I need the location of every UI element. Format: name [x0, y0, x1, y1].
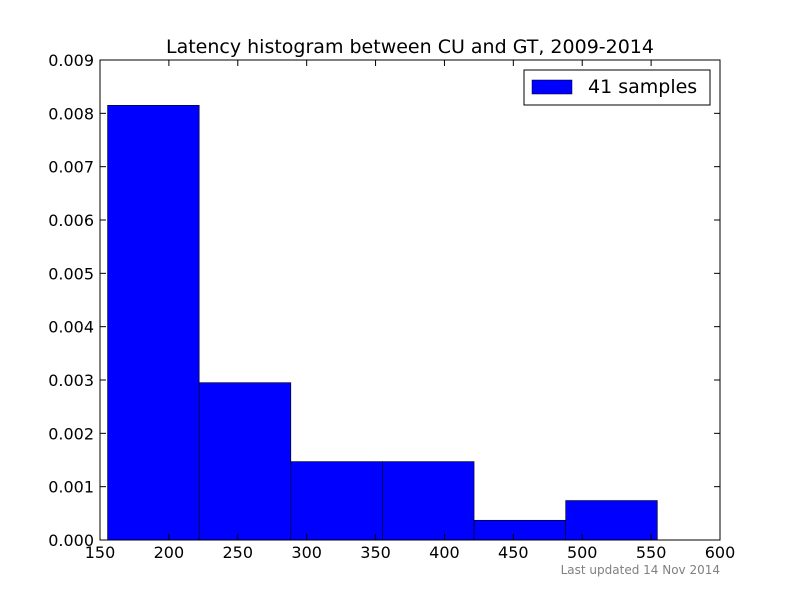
y-tick-label: 0.008	[48, 104, 94, 123]
x-tick-label: 350	[360, 543, 391, 562]
y-tick-label: 0.005	[48, 264, 94, 283]
y-tick-label: 0.000	[48, 531, 94, 550]
chart-title: Latency histogram between CU and GT, 200…	[166, 36, 654, 58]
legend-label: 41 samples	[588, 76, 697, 98]
last-updated-note: Last updated 14 Nov 2014	[561, 563, 720, 577]
y-tick-label: 0.009	[48, 51, 94, 70]
legend-swatch	[531, 79, 573, 95]
y-tick-label: 0.007	[48, 158, 94, 177]
x-tick-label: 300	[291, 543, 322, 562]
x-tick-label: 150	[85, 543, 116, 562]
x-tick-label: 450	[498, 543, 529, 562]
histogram-bar-2	[198, 382, 292, 541]
histogram-bar-4	[382, 461, 475, 541]
legend: 41 samples	[523, 69, 711, 106]
y-tick-label: 0.001	[48, 478, 94, 497]
bars-group	[107, 105, 658, 541]
x-tick-label: 550	[636, 543, 667, 562]
histogram-bar-1	[107, 105, 200, 541]
x-tick-label: 400	[429, 543, 460, 562]
y-axis: 0.000 0.001 0.002 0.003 0.004 0.005 0.006 0.007…	[48, 51, 720, 550]
x-tick-label: 250	[223, 543, 254, 562]
y-tick-label: 0.006	[48, 211, 94, 230]
y-tick-label: 0.002	[48, 424, 94, 443]
plot-frame	[99, 59, 721, 541]
y-tick-label: 0.003	[48, 371, 94, 390]
histogram-bar-3	[290, 461, 383, 541]
x-tick-label: 600	[705, 543, 736, 562]
x-tick-label: 500	[567, 543, 598, 562]
x-axis: 150 200 250 300 350 400 450 500 550 600	[85, 60, 736, 562]
histogram-bar-5	[473, 519, 566, 541]
x-tick-label: 200	[154, 543, 185, 562]
y-tick-label: 0.004	[48, 318, 94, 337]
histogram-bar-6	[565, 500, 658, 541]
